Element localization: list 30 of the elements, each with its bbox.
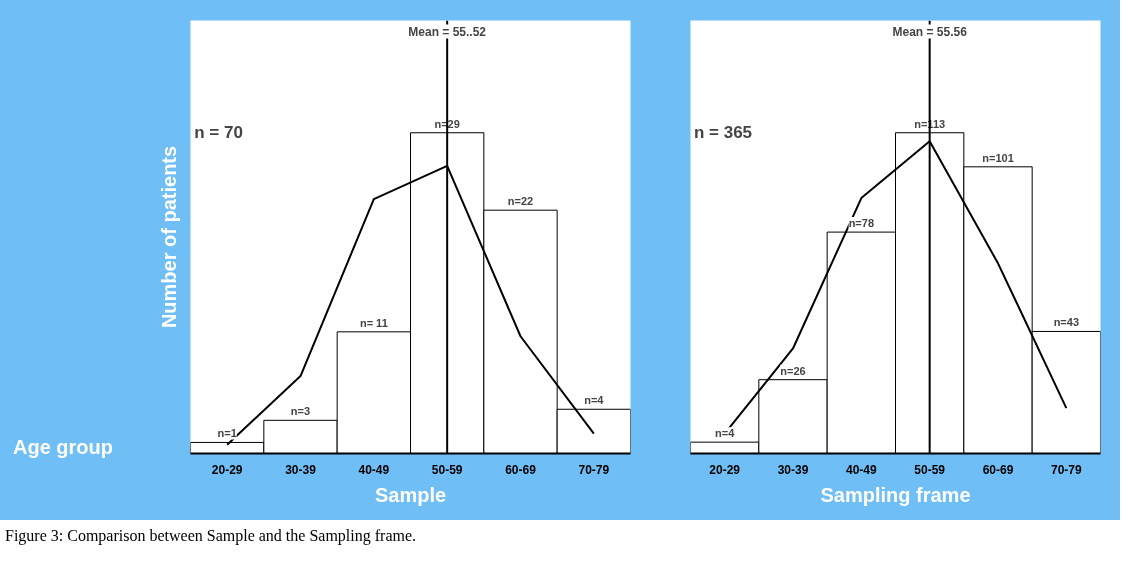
annotation: n = 70 — [194, 122, 243, 142]
data-label: n=22 — [507, 195, 534, 208]
x-tick-label: 30-39 — [777, 462, 809, 477]
data-label: n=3 — [290, 405, 311, 418]
caption: Figure 3: Comparison between Sample and the Sampling frame. — [5, 526, 417, 547]
x-tick-label: 70-79 — [578, 462, 610, 477]
data-label: n= 11 — [359, 316, 388, 329]
text: Sample — [374, 483, 447, 506]
x-tick-label: 40-49 — [845, 462, 878, 477]
x-tick-label: 70-79 — [1050, 462, 1083, 477]
text: Sampling frame — [820, 483, 971, 506]
data-label: n=26 — [780, 364, 806, 377]
data-label: n=101 — [982, 151, 1014, 164]
x-tick-label: 30-39 — [285, 462, 317, 477]
data-label: n=1 — [217, 427, 237, 440]
x-tick-label: 20-29 — [709, 462, 741, 477]
annotation: n = 365 — [693, 122, 753, 142]
x-tick-label: 60-69 — [982, 462, 1014, 477]
data-label: n=43 — [1053, 316, 1080, 329]
y-axis-title: Number of patients — [157, 145, 180, 329]
x-tick-label: 40-49 — [358, 462, 390, 477]
data-label: n=78 — [848, 217, 875, 230]
x-tick-label: 60-69 — [505, 462, 537, 477]
ref-line-label: Mean = 55..52 — [408, 24, 487, 39]
x-tick-label: 50-59 — [914, 462, 946, 477]
data-label: n=4 — [584, 394, 605, 407]
ref-line-label: Mean = 55.56 — [892, 24, 968, 39]
x-tick-label: 50-59 — [431, 462, 463, 477]
x-axis-title: Age group — [13, 435, 113, 460]
x-tick-label: 20-29 — [211, 462, 243, 477]
